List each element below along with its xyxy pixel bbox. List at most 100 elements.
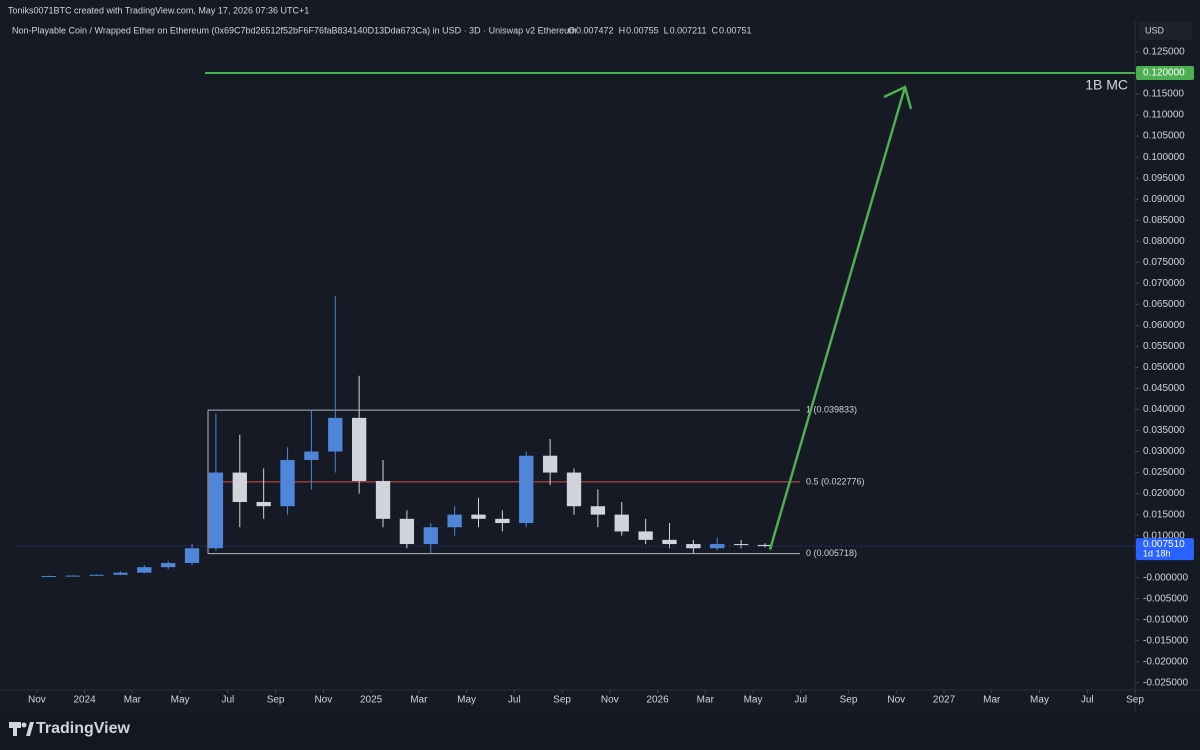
x-tick-label: 2024 <box>73 695 96 706</box>
x-tick-label: Nov <box>601 695 619 706</box>
x-tick-label: Jul <box>221 695 234 706</box>
brand: TradingView <box>36 720 131 737</box>
x-tick-label: Nov <box>314 695 332 706</box>
x-tick-label: Jul <box>1081 695 1094 706</box>
target-arrowhead <box>883 85 913 110</box>
y-tick-label: 0.085000 <box>1143 215 1185 226</box>
candle-body <box>662 539 677 545</box>
x-tick-label: May <box>457 695 476 706</box>
candle-body <box>375 480 391 519</box>
x-tick-label: Mar <box>983 695 1001 706</box>
last-price-tag <box>1136 538 1194 561</box>
x-tick-label: 2026 <box>646 695 669 706</box>
x-tick-label: Jul <box>794 695 807 706</box>
candle-body <box>161 562 176 568</box>
x-tick-label: May <box>744 695 763 706</box>
y-tick-label: 0.030000 <box>1143 446 1185 457</box>
y-tick-label: 0.025000 <box>1143 467 1185 478</box>
candle-body <box>566 472 582 507</box>
fib-label: 0.5 (0.022776) <box>806 476 865 486</box>
currency-button[interactable] <box>1138 22 1192 40</box>
y-tick-label: 0.045000 <box>1143 383 1185 394</box>
candle-body <box>447 514 462 528</box>
y-tick-label: -0.005000 <box>1143 593 1188 604</box>
countdown: 1d 18h <box>1143 548 1171 558</box>
target-annotation: 1B MC <box>1085 77 1128 93</box>
y-tick-label: 0.015000 <box>1143 509 1185 520</box>
target-label: 0.120000 <box>1143 68 1185 79</box>
y-tick-label: 0.060000 <box>1143 320 1185 331</box>
x-tick-label: May <box>171 695 190 706</box>
y-tick-label: 0.080000 <box>1143 236 1185 247</box>
x-tick-label: Mar <box>410 695 428 706</box>
candle-body <box>638 531 653 540</box>
candle-body <box>542 455 558 473</box>
y-tick-label: -0.025000 <box>1143 677 1188 688</box>
y-tick-label: -0.020000 <box>1143 656 1188 667</box>
y-tick-label: 0.095000 <box>1143 173 1185 184</box>
ohlc-value: 0.00751 <box>719 25 752 35</box>
candle-body <box>65 575 80 577</box>
ohlc-value: 0.007211 <box>670 25 707 35</box>
y-tick-label: 0.105000 <box>1143 131 1185 142</box>
y-tick-label: 0.075000 <box>1143 257 1185 268</box>
y-tick-label: 0.090000 <box>1143 194 1185 205</box>
last-price-label: 0.007510 <box>1143 539 1185 550</box>
x-tick-label: Sep <box>553 695 571 706</box>
y-tick-label: 0.100000 <box>1143 152 1185 163</box>
y-tick-label: -0.010000 <box>1143 614 1188 625</box>
x-tick-label: Jul <box>508 695 521 706</box>
credit: Toniks0071BTC created with TradingView.c… <box>8 5 309 15</box>
candle-body <box>590 506 606 515</box>
candle-body <box>614 514 629 532</box>
candle-body <box>328 417 343 452</box>
x-tick-label: Sep <box>1126 695 1144 706</box>
footer-bar <box>0 712 1200 750</box>
currency[interactable]: USD <box>1145 25 1165 35</box>
candle-body <box>41 576 56 578</box>
ohlc-key: C <box>712 25 719 35</box>
candle-body <box>256 501 271 507</box>
y-tick-label: 0.040000 <box>1143 404 1185 415</box>
brand-logo <box>9 722 34 736</box>
y-tick-label: 0.035000 <box>1143 425 1185 436</box>
candle-body <box>423 527 438 545</box>
candle-body <box>399 518 415 545</box>
x-tick-label: Nov <box>887 695 905 706</box>
fib-label: 1 (0.039833) <box>806 405 857 415</box>
y-tick-label: 0.115000 <box>1143 89 1184 100</box>
candle-body <box>137 567 152 573</box>
x-tick-label: 2025 <box>360 695 383 706</box>
candle-body <box>208 472 224 549</box>
candle-body <box>304 451 319 460</box>
candle-body <box>89 574 104 576</box>
candle-body <box>757 544 773 547</box>
ohlc-key: L <box>664 25 669 35</box>
candle-body <box>519 455 534 524</box>
ohlc-value: 0.00755 <box>626 25 659 35</box>
ohlc-value: 0.007472 <box>576 25 614 35</box>
candle-body <box>495 518 510 524</box>
x-tick-label: Mar <box>697 695 715 706</box>
symbol-title: Non-Playable Coin / Wrapped Ether on Eth… <box>12 25 577 35</box>
candle-body <box>113 572 128 575</box>
y-tick-label: 0.125000 <box>1143 47 1185 58</box>
candle-body <box>733 544 749 546</box>
y-tick-label: 0.110000 <box>1143 110 1184 121</box>
y-tick-label: 0.020000 <box>1143 488 1185 499</box>
y-tick-label: 0.050000 <box>1143 362 1185 373</box>
y-tick-label: -0.015000 <box>1143 635 1188 646</box>
y-tick-label: -0.000000 <box>1143 572 1188 583</box>
x-tick-label: Sep <box>267 695 285 706</box>
ohlc-key: O <box>568 25 575 35</box>
fib-label: 0 (0.005718) <box>806 548 857 558</box>
x-tick-label: Nov <box>28 695 46 706</box>
y-tick-label: 0.070000 <box>1143 278 1185 289</box>
x-tick-label: 2027 <box>933 695 956 706</box>
candle-body <box>280 459 295 507</box>
target-tag <box>1136 65 1194 80</box>
y-tick-label: 0.055000 <box>1143 341 1185 352</box>
x-tick-label: Mar <box>124 695 142 706</box>
